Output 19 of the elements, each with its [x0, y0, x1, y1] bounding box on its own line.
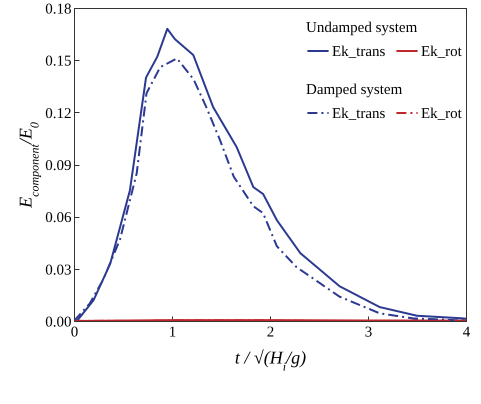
x-tick-label: 0 [70, 324, 78, 340]
annotation: Undamped system [306, 20, 418, 36]
x-tick-label: 2 [266, 324, 274, 340]
legend-label: Ek_rot [421, 44, 463, 60]
legend-label: Ek_rot [421, 106, 463, 122]
y-tick-label: 0.03 [45, 262, 72, 278]
y-tick-label: 0.00 [45, 314, 72, 330]
legend-label: Ek_trans [332, 106, 386, 122]
y-tick-label: 0.18 [45, 2, 72, 18]
annotation: Damped system [306, 82, 403, 98]
x-tick-label: 1 [168, 324, 176, 340]
x-axis-title: t / √(H$_{i}$/g) [234, 348, 306, 374]
y-tick-label: 0.15 [45, 54, 72, 70]
x-tick-label: 4 [462, 324, 471, 340]
y-tick-label: 0.09 [45, 158, 72, 174]
y-tick-label: 0.12 [45, 106, 72, 122]
y-tick-label: 0.06 [45, 210, 72, 226]
x-tick-label: 3 [364, 324, 372, 340]
legend-label: Ek_trans [332, 44, 386, 60]
